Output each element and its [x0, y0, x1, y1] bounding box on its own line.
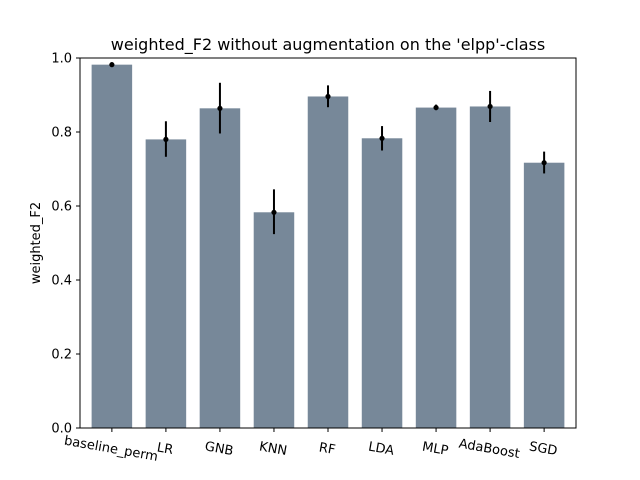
mean-marker-KNN	[271, 209, 277, 215]
x-tick-label: baseline_perm	[63, 434, 159, 465]
x-tick-label: LR	[156, 440, 175, 458]
x-tick-label: GNB	[204, 439, 235, 459]
x-tick-label: RF	[318, 440, 337, 458]
y-tick-label: 0.6	[51, 200, 72, 215]
bar-baseline_perm	[91, 64, 133, 428]
mean-marker-SGD	[541, 160, 547, 166]
bar-KNN	[253, 212, 295, 428]
x-tick-label: AdaBoost	[458, 436, 521, 461]
x-tick-label: MLP	[421, 440, 450, 459]
chart-title: weighted_F2 without augmentation on the …	[111, 35, 545, 55]
mean-marker-MLP	[433, 104, 439, 111]
y-axis-label: weighted_F2	[29, 202, 44, 284]
mean-marker-GNB	[217, 105, 223, 111]
error-bars-layer	[109, 62, 547, 235]
bar-MLP	[415, 107, 457, 428]
mean-marker-RF	[325, 93, 331, 100]
bars-layer	[91, 64, 565, 429]
y-tick-label: 0.0	[51, 422, 72, 437]
mean-marker-baseline_perm	[109, 62, 115, 68]
y-tick-label: 1.0	[51, 52, 72, 67]
x-tick-label: LDA	[367, 440, 395, 459]
y-tick-label: 0.2	[51, 348, 72, 363]
bar-SGD	[523, 162, 565, 428]
mean-marker-LDA	[379, 135, 385, 141]
bar-GNB	[199, 108, 241, 428]
bar-LR	[145, 139, 187, 428]
mean-marker-AdaBoost	[487, 103, 493, 110]
x-tick-label: SGD	[528, 439, 559, 459]
bar-LDA	[361, 138, 403, 429]
bar-AdaBoost	[469, 106, 511, 428]
x-tick-label: KNN	[258, 439, 288, 459]
y-tick-label: 0.4	[51, 274, 72, 289]
bar-RF	[307, 96, 349, 428]
mean-marker-LR	[163, 136, 169, 142]
y-tick-label: 0.8	[51, 126, 72, 141]
plot-frame	[79, 57, 577, 429]
